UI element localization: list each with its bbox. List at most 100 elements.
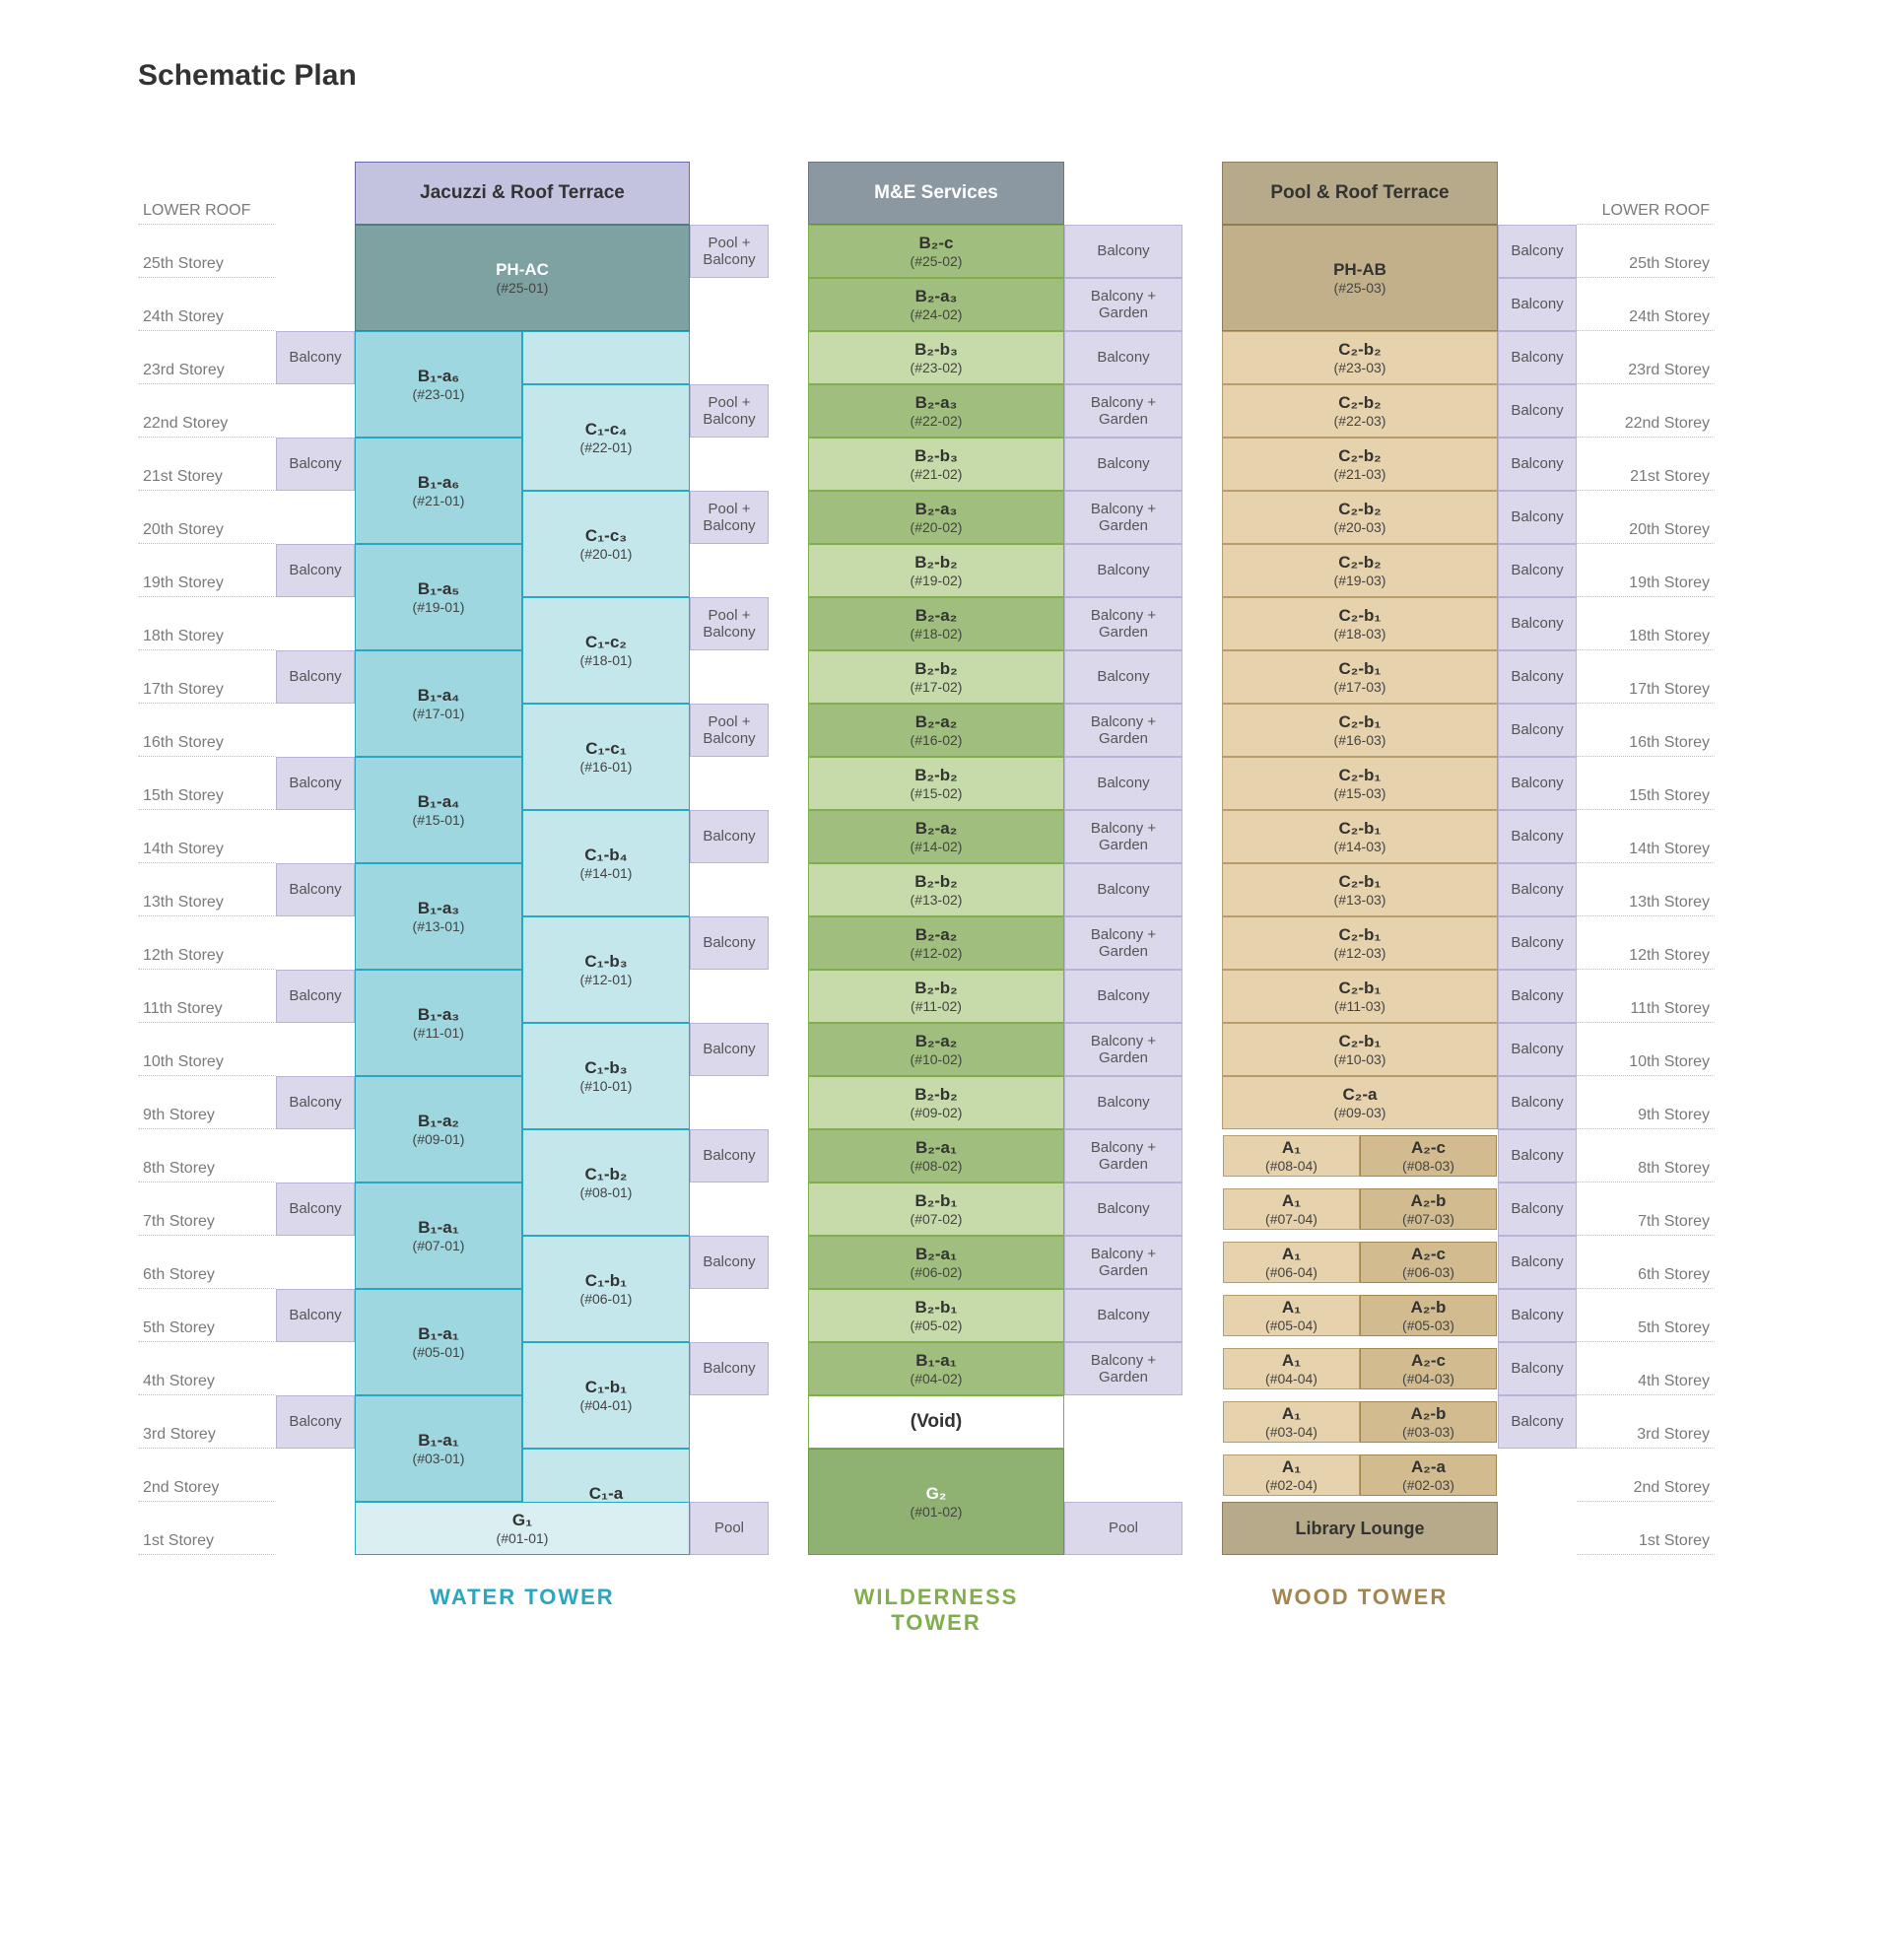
wild-feat-24: Balcony + Garden [1064,278,1182,331]
storey-label-right-s12: 12th Storey [1577,916,1715,970]
wild-feat-11: Balcony [1064,970,1182,1023]
balcony-wood-23: Balcony [1498,331,1577,384]
unit-wood-a2-7: A₂-b(#07-03) [1360,1188,1497,1230]
wood-split-3: A₁(#03-04)A₂-b(#03-03) [1222,1395,1498,1449]
storey-label-right-s17: 17th Storey [1577,650,1715,704]
unit-water-c-10: C₁-b₃(#10-01) [522,1023,690,1129]
balcony-right-water-6: Balcony [690,1236,769,1289]
unit-wild-14a: B₂-a₂(#14-02) [808,810,1064,863]
unit-water-c-20: C₁-c₃(#20-01) [522,491,690,597]
wild-feat-21: Balcony [1064,438,1182,491]
wild-feat-17: Balcony [1064,650,1182,704]
storey-label-left-s18: 18th Storey [138,597,276,650]
unit-water-b-21: B₁-a₆(#21-01) [355,438,522,544]
unit-water-b-3: B₁-a₁(#03-01) [355,1395,522,1502]
pool-wild-1: Pool [1064,1502,1182,1555]
balcony-right-water-4: Balcony [690,1342,769,1395]
unit-water-b-17: B₁-a₄(#17-01) [355,650,522,757]
wild-feat-16: Balcony + Garden [1064,704,1182,757]
storey-label-right-s24: 24th Storey [1577,278,1715,331]
unit-wood-c-20: C₂-b₂(#20-03) [1222,491,1498,544]
balcony-water-17: Balcony [276,650,355,704]
unit-wild-g2: G₂(#01-02) [808,1449,1064,1555]
unit-wood-c-19: C₂-b₂(#19-03) [1222,544,1498,597]
unit-wild-7b: B₂-b₁(#07-02) [808,1183,1064,1236]
balcony-water-15: Balcony [276,757,355,810]
pool-balcony-18: Pool + Balcony [690,597,769,650]
unit-wild-25: B₂-c(#25-02) [808,225,1064,278]
storey-label-left-s10: 10th Storey [138,1023,276,1076]
unit-wild-11b: B₂-b₂(#11-02) [808,970,1064,1023]
storey-label-right-s18: 18th Storey [1577,597,1715,650]
storey-label-left-s15: 15th Storey [138,757,276,810]
storey-label-left-s13: 13th Storey [138,863,276,916]
storey-label-left-s1: 1st Storey [138,1502,276,1555]
unit-wild-15b: B₂-b₂(#15-02) [808,757,1064,810]
storey-label-right-s4: 4th Storey [1577,1342,1715,1395]
unit-wood-c-22: C₂-b₂(#22-03) [1222,384,1498,438]
unit-wild-6a: B₂-a₁(#06-02) [808,1236,1064,1289]
balcony-water-21: Balcony [276,438,355,491]
roof-me: M&E Services [808,162,1064,225]
unit-water-c-12: C₁-b₃(#12-01) [522,916,690,1023]
balcony-wood-19: Balcony [1498,544,1577,597]
schematic-plan: LOWER ROOFLOWER ROOF25th Storey25th Stor… [138,162,1754,1636]
unit-water-c-22: C₁-c₄(#22-01) [522,384,690,491]
wild-feat-13: Balcony [1064,863,1182,916]
balcony-wood-7: Balcony [1498,1183,1577,1236]
balcony-water-23: Balcony [276,331,355,384]
unit-wild-17b: B₂-b₂(#17-02) [808,650,1064,704]
unit-ph-ac: PH-AC(#25-01) [355,225,690,331]
unit-wood-a1-4: A₁(#04-04) [1223,1348,1360,1389]
balcony-wood-6: Balcony [1498,1236,1577,1289]
page-title: Schematic Plan [138,59,1754,93]
balcony-wood-8: Balcony [1498,1129,1577,1183]
storey-label-left-s5: 5th Storey [138,1289,276,1342]
balcony-right-water-12: Balcony [690,916,769,970]
unit-wood-a2-8: A₂-c(#08-03) [1360,1135,1497,1177]
storey-label-left-s6: 6th Storey [138,1236,276,1289]
storey-label-right-s10: 10th Storey [1577,1023,1715,1076]
unit-water-c-6: C₁-b₁(#06-01) [522,1236,690,1342]
storey-label-right-s20: 20th Storey [1577,491,1715,544]
storey-label-right-s8: 8th Storey [1577,1129,1715,1183]
roof-jacuzzi: Jacuzzi & Roof Terrace [355,162,690,225]
storey-label-left-s23: 23rd Storey [138,331,276,384]
pool-balcony-16: Pool + Balcony [690,704,769,757]
balcony-water-3: Balcony [276,1395,355,1449]
unit-wild-16a: B₂-a₂(#16-02) [808,704,1064,757]
unit-wild-9b: B₂-b₂(#09-02) [808,1076,1064,1129]
unit-wood-a1-5: A₁(#05-04) [1223,1295,1360,1336]
balcony-wood-25: Balcony [1498,225,1577,278]
storey-label-left-s11: 11th Storey [138,970,276,1023]
storey-label-left-s25: 25th Storey [138,225,276,278]
balcony-wood-11: Balcony [1498,970,1577,1023]
storey-label-left-s17: 17th Storey [138,650,276,704]
balcony-water-11: Balcony [276,970,355,1023]
wild-feat-9: Balcony [1064,1076,1182,1129]
balcony-wood-21: Balcony [1498,438,1577,491]
balcony-wood-20: Balcony [1498,491,1577,544]
unit-wild-22a: B₂-a₃(#22-02) [808,384,1064,438]
storey-label-right-s16: 16th Storey [1577,704,1715,757]
storey-label-left-s20: 20th Storey [138,491,276,544]
unit-wild-18a: B₂-a₂(#18-02) [808,597,1064,650]
unit-wild-10a: B₂-a₂(#10-02) [808,1023,1064,1076]
pool-balcony-22: Pool + Balcony [690,384,769,438]
unit-wild-5b: B₂-b₁(#05-02) [808,1289,1064,1342]
wood-split-6: A₁(#06-04)A₂-c(#06-03) [1222,1236,1498,1289]
unit-wild-24a: B₂-a₃(#24-02) [808,278,1064,331]
wild-feat-23: Balcony [1064,331,1182,384]
unit-wood-a1-7: A₁(#07-04) [1223,1188,1360,1230]
unit-wood-c-23: C₂-b₂(#23-03) [1222,331,1498,384]
unit-water-c-8: C₁-b₂(#08-01) [522,1129,690,1236]
unit-wild-13b: B₂-b₂(#13-02) [808,863,1064,916]
unit-water-b-15: B₁-a₄(#15-01) [355,757,522,863]
storey-label-left-s12: 12th Storey [138,916,276,970]
storey-label-left-s22: 22nd Storey [138,384,276,438]
unit-wood-c-11: C₂-b₁(#11-03) [1222,970,1498,1023]
unit-wood-c-13: C₂-b₁(#13-03) [1222,863,1498,916]
storey-label-right-s3: 3rd Storey [1577,1395,1715,1449]
storey-label-left-s21: 21st Storey [138,438,276,491]
wild-feat-10: Balcony + Garden [1064,1023,1182,1076]
